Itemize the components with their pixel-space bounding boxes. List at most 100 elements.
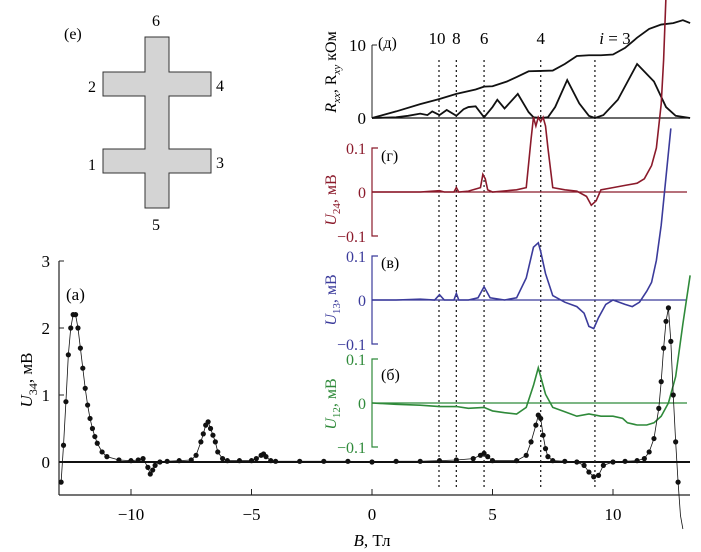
- data-point-u34: [263, 454, 269, 460]
- contact-label-5: 5: [152, 217, 160, 234]
- data-point-u34: [393, 458, 399, 464]
- data-point-u34: [157, 459, 163, 465]
- data-point-u34: [675, 479, 681, 485]
- data-point-u34: [68, 325, 74, 331]
- y-tick-label-u13: 0.1: [346, 249, 366, 266]
- data-point-u34: [135, 457, 141, 463]
- data-point-u34: [152, 462, 158, 468]
- data-point-u34: [87, 415, 93, 422]
- data-point-u34: [116, 457, 122, 463]
- series-rxx-line: [371, 62, 691, 119]
- y-tick-label-d: 10: [349, 36, 366, 55]
- data-point-u34: [150, 467, 156, 473]
- data-point-u34: [75, 325, 81, 331]
- data-point-u34: [188, 457, 194, 463]
- contact-label-4: 4: [216, 78, 224, 95]
- y-tick-label-u12: −0.1: [337, 440, 366, 457]
- data-point-u34: [210, 432, 216, 438]
- series-rxy-line: [371, 19, 691, 119]
- contact-label-3: 3: [216, 155, 224, 172]
- data-point-u34: [591, 474, 597, 480]
- data-point-u34: [207, 425, 214, 432]
- data-point-u34: [128, 458, 134, 464]
- panel-label-v: (в): [381, 255, 399, 272]
- data-point-u34: [297, 458, 303, 464]
- data-point-u34: [85, 402, 91, 408]
- data-point-u34: [595, 472, 602, 478]
- hall-bar-diagram: (е) 1 2 3 4 5 6: [64, 13, 224, 234]
- data-point-u34: [145, 464, 151, 470]
- data-point-u34: [514, 458, 520, 464]
- data-point-u34: [147, 471, 153, 477]
- y-axis-label-u13: U13, мВ: [323, 274, 343, 325]
- y-tick-label-a: 3: [42, 252, 51, 271]
- panel-label-a: (а): [66, 285, 85, 304]
- panel-label-d: (д): [378, 35, 397, 52]
- data-point-u34: [345, 458, 351, 464]
- hall-bar-shape: [102, 36, 212, 209]
- data-point-u34: [651, 435, 657, 442]
- data-point-u34: [586, 469, 592, 475]
- data-point-u34: [600, 462, 606, 468]
- series-u24-line: [372, 0, 667, 207]
- data-point-u34: [581, 462, 587, 468]
- data-point-u34: [236, 458, 243, 464]
- contact-label-1: 1: [88, 157, 96, 174]
- data-point-u34: [215, 449, 221, 455]
- y-tick-label-u24: −0.1: [337, 229, 366, 246]
- filling-factor-label: 4: [536, 29, 545, 48]
- y-axis-label-u34: U34, мВ: [17, 353, 40, 408]
- y-tick-label-a: 0: [42, 453, 51, 472]
- data-point-u34: [253, 456, 259, 462]
- data-point-u34: [193, 452, 199, 458]
- data-point-u34: [248, 458, 255, 464]
- data-point-u34: [268, 458, 274, 464]
- y-tick-label-u24: 0.1: [346, 141, 366, 158]
- y-tick-label-u12: 0: [358, 396, 366, 413]
- data-point-u34: [533, 422, 539, 428]
- x-axis-label: B, Тл: [354, 531, 391, 550]
- data-point-u34: [470, 456, 476, 462]
- data-point-u34: [656, 405, 662, 411]
- x-tick-label-a: −5: [242, 505, 260, 524]
- data-point-u34: [94, 440, 100, 446]
- data-point-u34: [200, 431, 206, 437]
- data-point-u34: [77, 345, 83, 351]
- data-point-u34: [481, 450, 487, 456]
- data-point-u34: [219, 456, 226, 462]
- data-point-u34: [663, 318, 669, 324]
- data-point-u34: [661, 345, 667, 351]
- y-tick-label-u13: −0.1: [337, 337, 366, 354]
- data-point-u34: [538, 415, 544, 422]
- data-point-u34: [545, 454, 551, 460]
- data-point-u34: [574, 459, 580, 465]
- filling-factor-label: 6: [480, 29, 489, 48]
- data-point-u34: [673, 439, 679, 445]
- y-axis-label-u12: U12, мВ: [323, 378, 343, 429]
- filling-factor-label: 10: [428, 29, 445, 48]
- data-point-u34: [634, 458, 640, 464]
- y-tick-label-a: 1: [42, 386, 51, 405]
- y-tick-label-u13: 0: [358, 293, 366, 310]
- data-point-u34: [198, 439, 204, 445]
- data-point-u34: [63, 399, 69, 405]
- data-point-u34: [665, 305, 672, 311]
- data-point-u34: [140, 456, 146, 462]
- data-point-u34: [562, 458, 568, 464]
- data-point-u34: [489, 458, 496, 464]
- data-point-u34: [212, 439, 218, 445]
- data-point-u34: [668, 338, 674, 344]
- data-point-u34: [453, 457, 459, 463]
- x-tick-label-a: 5: [488, 505, 497, 524]
- data-point-u34: [224, 458, 230, 464]
- panel-label-b: (б): [381, 367, 400, 384]
- data-point-u34: [658, 379, 664, 385]
- data-point-u34: [273, 458, 279, 464]
- x-tick-label-a: 10: [605, 505, 622, 524]
- data-point-u34: [89, 425, 96, 432]
- data-point-u34: [542, 446, 549, 452]
- panel-label-e: (е): [64, 26, 82, 43]
- data-point-u34: [104, 454, 110, 460]
- data-point-u34: [72, 312, 79, 318]
